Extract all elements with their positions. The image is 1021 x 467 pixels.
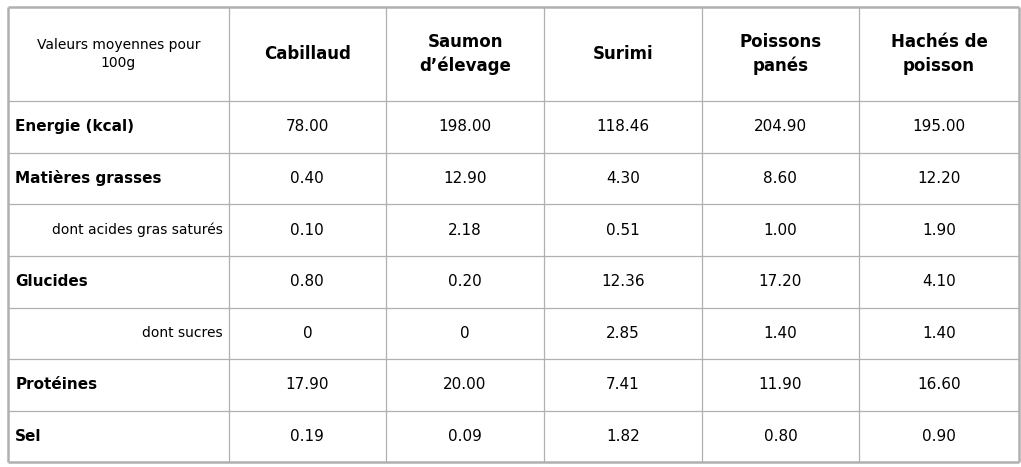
Text: 1.00: 1.00 — [764, 223, 797, 238]
Text: Sel: Sel — [15, 429, 42, 444]
Text: 118.46: 118.46 — [596, 120, 649, 134]
Text: 12.20: 12.20 — [918, 171, 961, 186]
Text: 12.36: 12.36 — [601, 274, 644, 289]
Text: 0: 0 — [302, 326, 312, 341]
Text: 204.90: 204.90 — [753, 120, 807, 134]
Text: 12.90: 12.90 — [443, 171, 487, 186]
Text: 0.20: 0.20 — [448, 274, 482, 289]
Text: 0.90: 0.90 — [922, 429, 956, 444]
Text: 0: 0 — [460, 326, 470, 341]
Text: 16.60: 16.60 — [917, 377, 961, 392]
Text: 78.00: 78.00 — [286, 120, 329, 134]
Text: Energie (kcal): Energie (kcal) — [15, 120, 135, 134]
Text: Surimi: Surimi — [592, 45, 653, 63]
Text: dont sucres: dont sucres — [142, 326, 223, 340]
Text: Saumon
d’élevage: Saumon d’élevage — [419, 33, 510, 75]
Text: 195.00: 195.00 — [913, 120, 966, 134]
Text: 0.09: 0.09 — [448, 429, 482, 444]
Text: 17.20: 17.20 — [759, 274, 803, 289]
Text: Matières grasses: Matières grasses — [15, 170, 161, 186]
Text: 198.00: 198.00 — [438, 120, 491, 134]
Text: Valeurs moyennes pour
100g: Valeurs moyennes pour 100g — [37, 38, 200, 70]
Text: 0.51: 0.51 — [605, 223, 639, 238]
Text: 4.30: 4.30 — [605, 171, 640, 186]
Text: 2.18: 2.18 — [448, 223, 482, 238]
Text: 0.40: 0.40 — [291, 171, 325, 186]
Text: Cabillaud: Cabillaud — [263, 45, 351, 63]
Text: Poissons
panés: Poissons panés — [739, 33, 822, 75]
Text: 0.10: 0.10 — [291, 223, 325, 238]
Text: Glucides: Glucides — [15, 274, 88, 289]
Text: 2.85: 2.85 — [605, 326, 639, 341]
Text: Protéines: Protéines — [15, 377, 97, 392]
Text: 0.80: 0.80 — [764, 429, 797, 444]
Text: 1.82: 1.82 — [605, 429, 639, 444]
Text: 0.80: 0.80 — [291, 274, 325, 289]
Text: 0.19: 0.19 — [290, 429, 325, 444]
Text: 11.90: 11.90 — [759, 377, 803, 392]
Text: 1.40: 1.40 — [922, 326, 956, 341]
Text: 1.90: 1.90 — [922, 223, 956, 238]
Text: 4.10: 4.10 — [922, 274, 956, 289]
Text: Hachés de
poisson: Hachés de poisson — [890, 33, 987, 75]
Text: 8.60: 8.60 — [764, 171, 797, 186]
Text: 1.40: 1.40 — [764, 326, 797, 341]
Text: 17.90: 17.90 — [286, 377, 329, 392]
Text: 7.41: 7.41 — [605, 377, 639, 392]
Text: dont acides gras saturés: dont acides gras saturés — [51, 223, 223, 237]
Text: 20.00: 20.00 — [443, 377, 487, 392]
